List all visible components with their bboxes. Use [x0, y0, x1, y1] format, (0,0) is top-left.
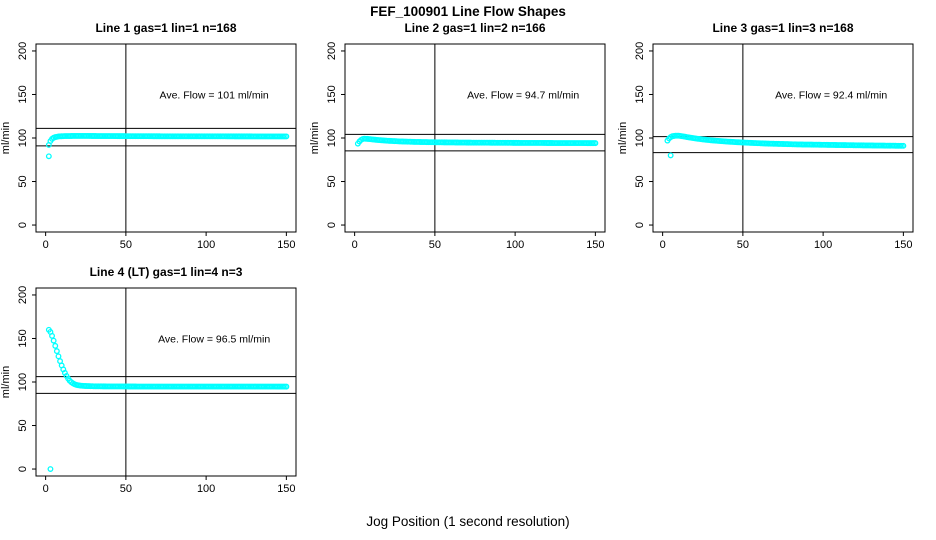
panel-title: Line 3 gas=1 lin=3 n=168 [712, 21, 853, 35]
data-point [667, 152, 674, 159]
y-tick-label: 50 [326, 175, 338, 187]
x-tick-label: 150 [586, 239, 604, 251]
x-tick-label: 50 [120, 483, 132, 495]
x-axis-label: Jog Position (1 second resolution) [366, 514, 570, 529]
x-tick-label: 50 [737, 239, 749, 251]
x-tick-label: 0 [43, 483, 49, 495]
data-point [45, 153, 52, 160]
panel-chart: Line 1 gas=1 lin=1 n=168 0 50 100 150 0 50 100 1… [0, 21, 297, 251]
data-point [283, 133, 290, 140]
x-tick-label: 50 [429, 239, 441, 251]
y-tick-label: 150 [326, 85, 338, 103]
x-tick-label: 100 [197, 483, 215, 495]
ave-flow-annotation: Ave. Flow = 94.7 ml/min [467, 89, 579, 101]
data-points [664, 132, 907, 159]
panel-title: Line 4 (LT) gas=1 lin=4 n=3 [90, 265, 243, 279]
y-tick-label: 50 [17, 175, 29, 187]
ave-flow-annotation: Ave. Flow = 96.5 ml/min [158, 333, 270, 345]
y-axis-unit-label: ml/min [0, 366, 12, 398]
y-tick-label: 50 [634, 175, 646, 187]
y-axis-unit-label: ml/min [617, 122, 629, 154]
y-tick-label: 200 [17, 286, 29, 304]
data-point [49, 332, 55, 339]
y-tick-label: 100 [326, 129, 338, 147]
y-tick-label: 100 [634, 129, 646, 147]
y-tick-label: 0 [17, 466, 29, 472]
data-point [900, 142, 907, 149]
y-axis-unit-label: ml/min [0, 122, 12, 154]
x-tick-label: 50 [120, 239, 132, 251]
data-points [354, 135, 599, 147]
x-tick-label: 0 [352, 239, 358, 251]
data-point [50, 337, 57, 344]
data-point [47, 466, 54, 472]
panel-title: Line 1 gas=1 lin=1 n=168 [95, 21, 236, 35]
y-tick-label: 150 [17, 329, 29, 347]
data-point [283, 383, 290, 390]
x-tick-label: 150 [277, 483, 295, 495]
panel-title: Line 2 gas=1 lin=2 n=166 [404, 21, 545, 35]
y-tick-label: 100 [17, 373, 29, 391]
x-tick-label: 0 [43, 239, 49, 251]
y-tick-label: 200 [634, 42, 646, 60]
data-point [55, 353, 62, 360]
data-point [53, 348, 60, 355]
x-tick-label: 100 [197, 239, 215, 251]
figure-title: FEF_100901 Line Flow Shapes [370, 4, 566, 19]
y-tick-label: 150 [17, 85, 29, 103]
data-points [45, 326, 290, 472]
y-tick-label: 0 [326, 222, 338, 228]
y-tick-label: 200 [17, 42, 29, 60]
x-tick-label: 150 [894, 239, 912, 251]
y-tick-label: 0 [634, 222, 646, 228]
data-point [592, 140, 599, 147]
panel-chart: Line 4 (LT) gas=1 lin=4 n=3 0 50 100 150 0 50 1… [0, 265, 297, 495]
data-point [52, 342, 59, 349]
y-tick-label: 200 [326, 42, 338, 60]
x-tick-label: 0 [660, 239, 666, 251]
ave-flow-annotation: Ave. Flow = 101 ml/min [160, 89, 269, 101]
x-tick-label: 100 [506, 239, 524, 251]
panel-chart: Line 2 gas=1 lin=2 n=166 0 50 100 150 0 50 100 1… [309, 21, 606, 251]
ave-flow-annotation: Ave. Flow = 92.4 ml/min [775, 89, 887, 101]
data-points [45, 132, 290, 160]
panel-chart: Line 3 gas=1 lin=3 n=168 0 50 100 150 0 50 100 1… [617, 21, 914, 251]
y-tick-label: 50 [17, 419, 29, 431]
y-tick-label: 100 [17, 129, 29, 147]
x-tick-label: 150 [277, 239, 295, 251]
y-tick-label: 150 [634, 85, 646, 103]
y-tick-label: 0 [17, 222, 29, 228]
x-tick-label: 100 [814, 239, 832, 251]
y-axis-unit-label: ml/min [309, 122, 321, 154]
